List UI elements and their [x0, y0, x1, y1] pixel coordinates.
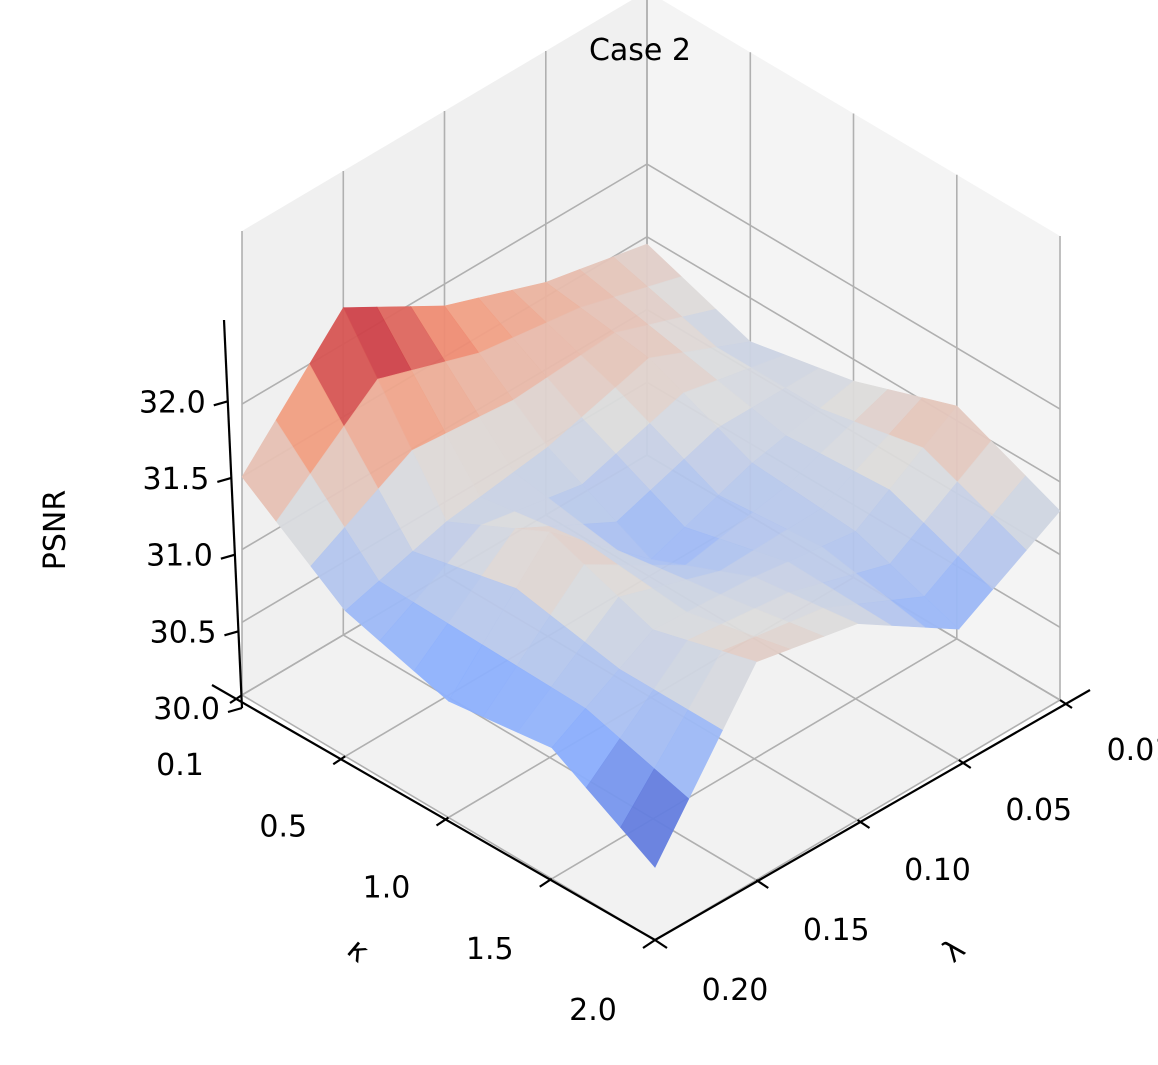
- lambda-tick-label: 0.01: [1107, 733, 1158, 768]
- kappa-tick: [435, 816, 450, 827]
- kappa-tick: [539, 877, 553, 888]
- lambda-tick: [1059, 699, 1073, 709]
- lambda-axis-line: [654, 689, 1091, 941]
- psnr-tick: [217, 476, 232, 484]
- chart-title: Case 2: [589, 33, 691, 68]
- y-axis-label: λ: [936, 932, 972, 970]
- tick-labels: 0.1 0.5 1.0 1.5 2.0 0.01 0.05 0.10 0.15 0.20 30.0 3…: [139, 385, 1158, 1028]
- kappa-tick-label: 0.1: [156, 748, 204, 783]
- z-axis-label: PSNR: [38, 490, 73, 570]
- psnr-axis-line: [222, 319, 244, 709]
- axis-lines: [211, 319, 1091, 949]
- lambda-tick-label: 0.15: [803, 913, 870, 948]
- psnr-tick: [224, 630, 239, 637]
- psnr-tick-label: 30.0: [153, 692, 220, 727]
- psnr-tick: [220, 553, 236, 560]
- psnr-tick-label: 30.5: [150, 615, 217, 650]
- lambda-tick: [654, 939, 668, 949]
- lambda-tick-label: 0.20: [702, 973, 769, 1008]
- lambda-tick: [755, 879, 769, 889]
- kappa-tick-label: 2.0: [569, 993, 617, 1028]
- surface-patch: [620, 768, 690, 868]
- surface-plot: [241, 243, 1061, 868]
- lambda-tick: [856, 819, 871, 829]
- kappa-tick-label: 0.5: [259, 809, 307, 844]
- psnr-tick: [227, 706, 243, 714]
- kappa-axis-line: [211, 684, 656, 941]
- psnr-tick: [213, 400, 229, 407]
- kappa-tick-label: 1.0: [363, 871, 411, 906]
- psnr-tick-label: 31.5: [143, 462, 210, 497]
- lambda-tick-label: 0.05: [1005, 793, 1072, 828]
- psnr-tick-label: 31.0: [146, 539, 213, 574]
- x-axis-label: κ: [340, 932, 376, 970]
- lambda-tick: [958, 759, 972, 769]
- kappa-tick: [229, 694, 243, 704]
- lambda-tick-label: 0.10: [904, 853, 971, 888]
- kappa-tick: [642, 939, 656, 949]
- kappa-tick-label: 1.5: [466, 932, 514, 967]
- psnr-tick-label: 32.0: [139, 385, 206, 420]
- kappa-tick: [332, 755, 346, 766]
